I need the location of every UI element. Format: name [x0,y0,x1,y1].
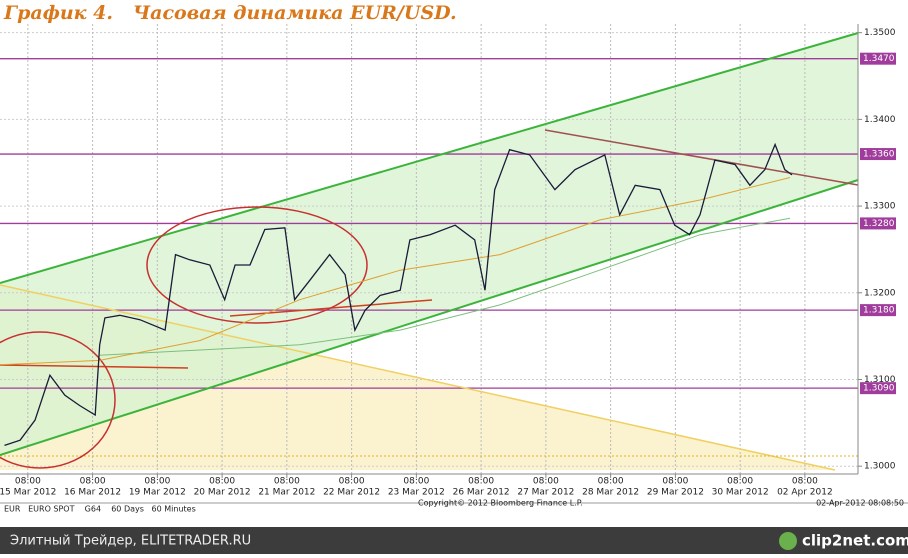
ellipse [0,331,116,469]
chart-title: График 4. Часовая динамика EUR/USD. [3,2,457,24]
series-layer [0,142,793,447]
x-time-label: 08:00 [209,477,235,487]
x-tick-label: 16 Mar 2012 [64,488,121,498]
x-tick-label: 23 Mar 2012 [388,488,445,498]
footer-ticker: EUR EURO SPOT G64 60 Days 60 Minutes [4,505,196,514]
level-label-box [860,148,896,161]
level-label: 1.3090 [863,384,895,394]
x-tick-label: 19 Mar 2012 [129,488,186,498]
level-label: 1.3360 [863,150,895,160]
level-label: 1.3470 [863,54,895,64]
x-time-label: 08:00 [15,477,41,487]
x-tick-label: 22 Mar 2012 [323,488,380,498]
y-tick-label: 1.3000 [864,462,896,472]
x-time-label: 08:00 [403,477,429,487]
x-tick-label: 28 Mar 2012 [582,488,639,498]
x-tick-label: 20 Mar 2012 [194,488,251,498]
y-tick-label: 1.3200 [864,288,896,298]
x-time-label: 08:00 [727,477,753,487]
level-label-box [860,52,896,65]
x-tick-label: 26 Mar 2012 [453,488,510,498]
x-tick-label: 29 Mar 2012 [647,488,704,498]
ellipse [146,206,368,324]
price-line [99,217,791,356]
x-time-label: 08:00 [598,477,624,487]
grid [0,24,858,474]
x-tick-label: 02 Apr 2012 [777,488,833,498]
y-tick-label: 1.3300 [864,202,896,212]
x-tick-label: 27 Mar 2012 [517,488,574,498]
x-time-label: 08:00 [533,477,559,487]
price-line [4,142,793,447]
footer-copyright: Copyright© 2012 Bloomberg Finance L.P. [418,499,583,508]
logo-icon [779,532,797,550]
x-time-label: 08:00 [339,477,365,487]
x-tick-label: 30 Mar 2012 [712,488,769,498]
watermark-bar [0,527,908,554]
y-tick-label: 1.3400 [864,115,896,125]
x-tick-label: 15 Mar 2012 [0,488,56,498]
watermark-left: Элитный Трейдер, ELITETRADER.RU [10,534,251,549]
x-time-label: 08:00 [80,477,106,487]
x-tick-label: 21 Mar 2012 [258,488,315,498]
watermark-right: clip2net.com [802,532,908,550]
y-tick-label: 1.3500 [864,28,896,38]
red-line [0,364,189,369]
level-label-box [860,304,896,317]
level-label-box [860,217,896,230]
x-time-label: 08:00 [274,477,300,487]
x-time-label: 08:00 [662,477,688,487]
footer-timestamp: 02-Apr-2012 08:08:50 [816,499,904,508]
channel-top [0,32,859,284]
trend-line [0,284,836,471]
x-time-label: 08:00 [792,477,818,487]
resistance-line [544,129,859,186]
level-label-box [860,382,896,395]
y-tick-label: 1.3100 [864,375,896,385]
x-time-label: 08:00 [468,477,494,487]
level-label: 1.3280 [863,219,895,229]
level-label: 1.3180 [863,306,895,316]
annotations [0,32,859,471]
channel-bottom [0,179,859,456]
x-time-label: 08:00 [144,477,170,487]
